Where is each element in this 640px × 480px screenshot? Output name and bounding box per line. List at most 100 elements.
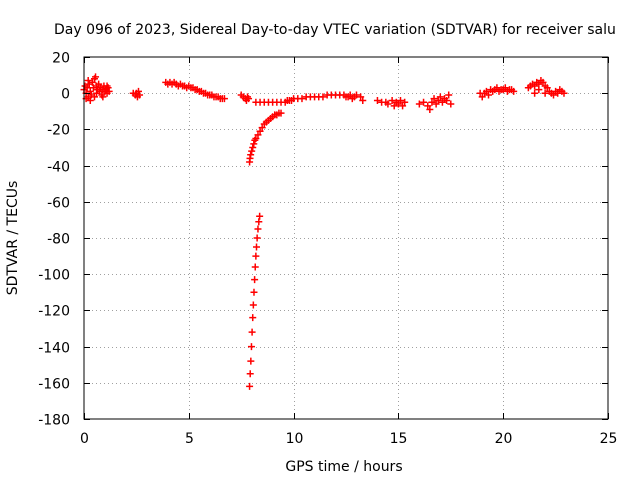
data-point <box>384 100 392 108</box>
data-points <box>80 73 568 390</box>
y-tick-label: 20 <box>52 51 70 67</box>
data-point <box>319 93 327 101</box>
data-point <box>434 96 442 104</box>
data-point <box>245 95 253 103</box>
data-point <box>258 124 266 132</box>
data-point <box>103 82 111 90</box>
data-point <box>478 93 486 101</box>
data-point <box>256 212 264 220</box>
y-tick-label: -80 <box>47 232 70 248</box>
y-tick-label: -120 <box>38 304 70 320</box>
data-point <box>298 95 306 103</box>
data-point <box>420 98 428 106</box>
data-point <box>248 328 256 336</box>
x-tick-label: 15 <box>390 431 408 447</box>
data-point <box>254 225 262 233</box>
data-point <box>250 140 258 148</box>
data-point <box>493 84 501 92</box>
data-point <box>95 80 103 88</box>
data-point <box>430 95 438 103</box>
data-point <box>560 89 568 97</box>
data-point <box>352 91 360 99</box>
data-point <box>247 357 255 365</box>
y-tick-label: -40 <box>47 160 70 176</box>
data-point <box>396 96 404 104</box>
data-point <box>86 87 94 95</box>
data-point <box>554 89 562 97</box>
data-point <box>253 234 261 242</box>
data-point <box>388 96 396 104</box>
data-point <box>249 314 257 322</box>
data-point <box>390 102 398 110</box>
data-point <box>482 87 490 95</box>
data-point <box>531 82 539 90</box>
data-point <box>432 100 440 108</box>
data-point <box>249 301 257 309</box>
data-point <box>99 93 107 101</box>
data-point <box>438 98 446 106</box>
y-tick-label: -160 <box>38 377 70 393</box>
data-point <box>535 86 543 94</box>
y-tick-label: -60 <box>47 196 70 212</box>
data-point <box>250 288 258 296</box>
data-point <box>445 91 453 99</box>
data-point <box>251 263 259 271</box>
data-point <box>252 252 260 260</box>
data-point <box>424 102 432 110</box>
data-point <box>246 370 254 378</box>
data-point <box>92 73 100 81</box>
data-point <box>531 89 539 97</box>
data-point <box>86 96 94 104</box>
data-point <box>247 151 255 159</box>
y-tick-label: -140 <box>38 341 70 357</box>
data-point <box>88 78 96 86</box>
x-axis-title: GPS time / hours <box>285 459 402 475</box>
data-point <box>541 89 549 97</box>
data-point <box>501 84 509 92</box>
data-point <box>510 87 518 95</box>
data-point <box>399 102 407 110</box>
data-point <box>249 144 257 151</box>
data-point <box>256 127 264 135</box>
data-point <box>254 131 262 139</box>
data-point <box>248 147 256 155</box>
data-point <box>359 96 367 104</box>
data-point <box>436 93 444 101</box>
data-point <box>90 93 98 101</box>
data-point <box>428 98 436 106</box>
data-point <box>136 91 144 99</box>
data-point <box>247 343 255 351</box>
x-tick-label: 25 <box>600 431 618 447</box>
data-point <box>539 78 547 86</box>
data-point <box>83 84 91 92</box>
data-point <box>485 91 493 99</box>
data-point <box>220 95 228 103</box>
data-point <box>346 91 354 99</box>
y-tick-label: -100 <box>38 268 70 284</box>
x-tick-label: 20 <box>495 431 513 447</box>
data-point <box>401 98 409 106</box>
y-tick-label: 0 <box>61 87 70 103</box>
plot-frame <box>83 56 609 420</box>
data-point <box>426 105 434 113</box>
chart-title: Day 096 of 2023, Sidereal Day-to-day VTE… <box>54 22 616 38</box>
axis-ticks: 0 5 10 15 20 25 20 0 -20 -40 -60 -80 -100 -120 -140 -16… <box>38 51 617 448</box>
data-point <box>252 134 260 142</box>
x-tick-label: 5 <box>185 431 194 447</box>
data-point <box>253 243 261 251</box>
data-point <box>443 96 451 104</box>
data-point <box>357 93 365 101</box>
data-point <box>415 100 423 108</box>
data-point <box>251 276 259 284</box>
data-point <box>246 382 254 390</box>
data-point <box>394 100 402 108</box>
y-axis-title: SDTVAR / TECUs <box>5 181 21 296</box>
x-tick-label: 0 <box>80 431 89 447</box>
data-point <box>105 87 113 95</box>
data-point <box>134 87 142 95</box>
data-point <box>277 109 285 117</box>
data-point <box>255 218 263 226</box>
y-tick-label: -20 <box>47 123 70 139</box>
data-point <box>93 89 101 97</box>
